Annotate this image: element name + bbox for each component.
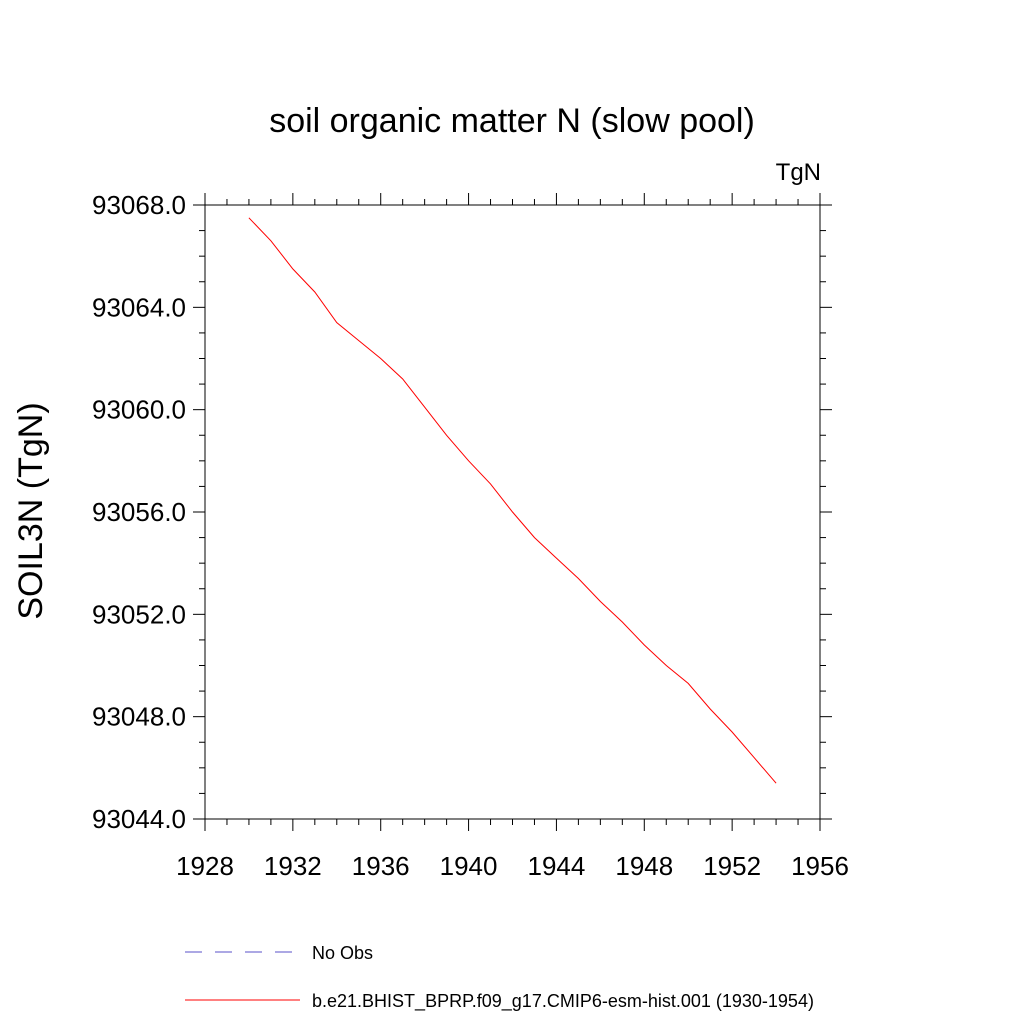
y-tick-label: 93060.0 <box>92 395 186 425</box>
legend: No Obs b.e21.BHIST_BPRP.f09_g17.CMIP6-esm… <box>185 943 814 1012</box>
legend-label: b.e21.BHIST_BPRP.f09_g17.CMIP6-esm-hist.… <box>312 991 814 1012</box>
x-tick-label: 1936 <box>352 851 410 881</box>
legend-label: No Obs <box>312 943 373 963</box>
x-tick-label: 1944 <box>528 851 586 881</box>
y-tick-label: 93048.0 <box>92 702 186 732</box>
series-layer <box>248 217 777 784</box>
x-tick-label: 1956 <box>791 851 849 881</box>
y-tick-label: 93064.0 <box>92 292 186 322</box>
y-tick-label: 93056.0 <box>92 497 186 527</box>
units-label: TgN <box>776 159 821 186</box>
y-axis-label: SOIL3N (TgN) <box>12 402 50 619</box>
y-tick-label: 93052.0 <box>92 599 186 629</box>
x-tick-label: 1940 <box>440 851 498 881</box>
axis-ticks: 1928 1932 1936 1940 1944 1948 1952 1956 93044.0 9… <box>92 190 849 881</box>
series-line <box>248 217 777 784</box>
x-tick-label: 1932 <box>264 851 322 881</box>
x-tick-label: 1948 <box>615 851 673 881</box>
chart-title: soil organic matter N (slow pool) <box>269 102 755 140</box>
x-tick-label: 1952 <box>703 851 761 881</box>
y-tick-label: 93068.0 <box>92 190 186 220</box>
x-tick-label: 1928 <box>176 851 234 881</box>
y-tick-label: 93044.0 <box>92 804 186 834</box>
